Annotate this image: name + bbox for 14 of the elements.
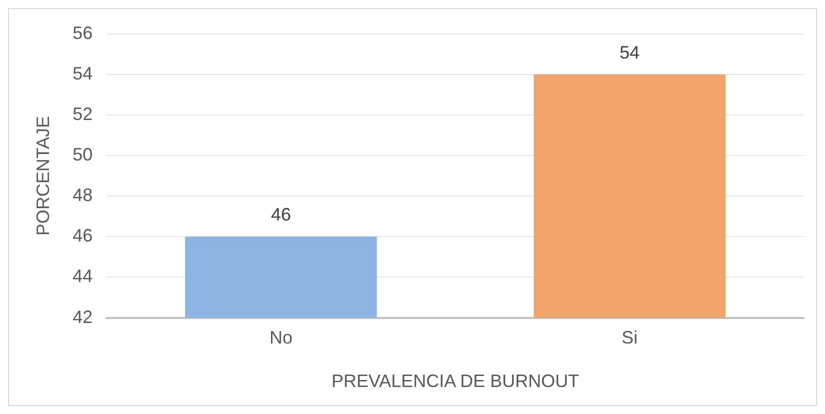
y-tick-label: 56 xyxy=(72,22,93,43)
x-tick-label: No xyxy=(269,328,292,348)
y-tick-label: 44 xyxy=(72,266,93,286)
y-tick-label: 52 xyxy=(72,104,93,124)
y-tick-label: 48 xyxy=(72,185,93,206)
x-axis-title: PREVALENCIA DE BURNOUT xyxy=(331,371,580,392)
data-label: 46 xyxy=(270,204,291,225)
y-tick-label: 46 xyxy=(72,226,93,246)
y-tick-label: 54 xyxy=(72,63,93,84)
y-tick-label: 42 xyxy=(72,306,93,327)
y-axis-title: PORCENTAJE xyxy=(32,116,53,236)
data-label: 54 xyxy=(620,42,640,62)
x-tick-label: Si xyxy=(622,328,638,348)
y-tick-label: 50 xyxy=(72,144,93,164)
